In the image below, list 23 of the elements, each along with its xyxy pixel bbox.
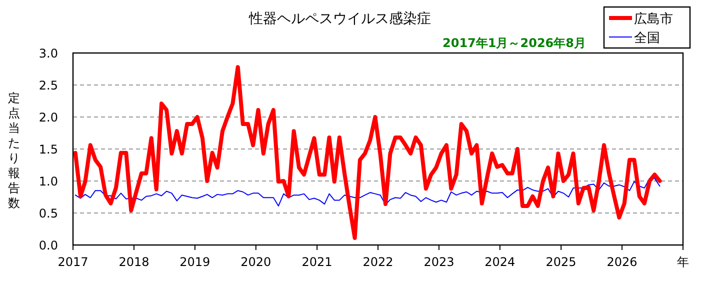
y-tick-label: 2.5 — [38, 78, 58, 92]
x-tick-label: 2022 — [362, 255, 394, 269]
y-tick-label: 1.5 — [38, 142, 58, 156]
y-tick-label: 3.0 — [38, 46, 58, 60]
legend-label: 広島市 — [634, 11, 673, 27]
y-tick-label: 0.0 — [38, 238, 58, 252]
chart-subtitle: 2017年1月～2026年8月 — [442, 36, 586, 50]
x-tick-label: 2026 — [606, 255, 638, 269]
x-tick-label: 2018 — [118, 255, 150, 269]
x-tick-label: 2025 — [546, 255, 576, 269]
x-tick-label: 2021 — [302, 255, 332, 269]
x-tick-label: 年 — [677, 255, 689, 269]
x-tick-label: 2019 — [180, 255, 210, 269]
legend-label: 全国 — [634, 31, 660, 46]
y-tick-label: 1.0 — [38, 174, 58, 188]
x-tick-label: 2024 — [484, 255, 516, 269]
x-tick-label: 2020 — [240, 255, 272, 269]
x-tick-label: 2017 — [58, 255, 88, 269]
x-tick-label: 2023 — [424, 255, 454, 269]
y-tick-label: 2.0 — [38, 110, 58, 124]
y-tick-label: 0.5 — [38, 206, 58, 220]
y-axis-title: 定点当たり報告数 — [8, 91, 20, 210]
chart-title: 性器ヘルペスウイルス感染症 — [248, 11, 431, 27]
